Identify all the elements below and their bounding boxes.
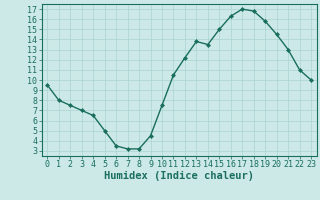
X-axis label: Humidex (Indice chaleur): Humidex (Indice chaleur) — [104, 171, 254, 181]
